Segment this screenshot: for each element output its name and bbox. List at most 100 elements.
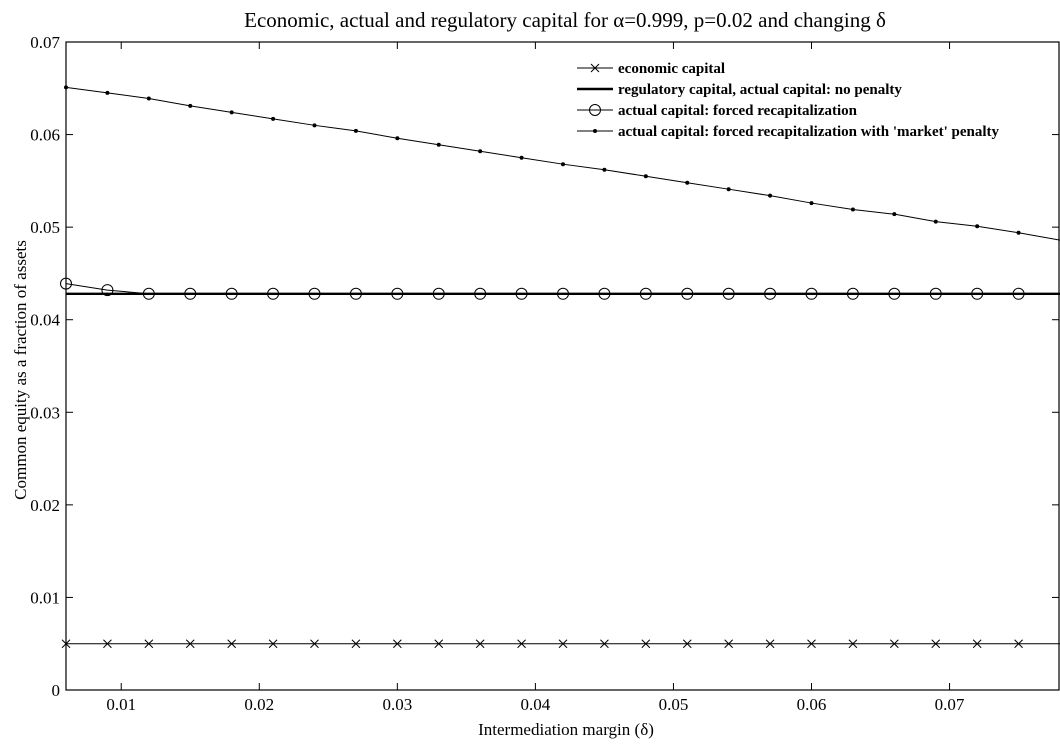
data-point-economic-capital [848,639,858,649]
data-point-actual-capital-forced-recapitalization-with-market-penalty [975,224,980,229]
data-point-economic-capital [103,639,112,649]
data-point-actual-capital-forced-recapitalization [515,287,528,300]
data-point-actual-capital-forced-recapitalization-with-market-penalty [146,96,151,101]
data-point-actual-capital-forced-recapitalization [101,284,114,297]
data-point-actual-capital-forced-recapitalization [267,287,280,300]
x-tick-label: 0.03 [382,695,412,714]
legend-marker [590,63,600,73]
data-point-actual-capital-forced-recapitalization [598,287,611,300]
x-tick-label: 0.07 [935,695,965,714]
data-point-economic-capital [641,639,651,649]
plot-area: 0.01 0.02 0.03 0.04 0.05 0.06 0.07 0 0.01 0.02 0.0… [30,33,1060,714]
data-point-actual-capital-forced-recapitalization-with-market-penalty [519,155,524,160]
data-point-actual-capital-forced-recapitalization-with-market-penalty [685,180,690,185]
data-point-economic-capital [144,639,154,649]
legend-entry: regulatory capital, actual capital: no p… [618,82,902,98]
data-point-economic-capital [517,639,526,649]
data-point-actual-capital-forced-recapitalization-with-market-penalty [850,207,855,212]
data-point-actual-capital-forced-recapitalization [846,287,859,300]
data-point-actual-capital-forced-recapitalization [432,287,445,300]
data-point-actual-capital-forced-recapitalization [1012,287,1025,300]
legend-entry: actual capital: forced recapitalization … [618,124,1000,140]
x-tick-label: 0.02 [244,695,274,714]
x-tick-label: 0.01 [106,695,136,714]
y-tick-label: 0.05 [30,218,60,237]
data-point-economic-capital [682,639,692,649]
y-tick-label: 0.04 [30,311,60,330]
legend-entry: economic capital [618,61,725,77]
data-point-actual-capital-forced-recapitalization-with-market-penalty [768,193,773,198]
data-point-actual-capital-forced-recapitalization [929,287,942,300]
y-tick-label: 0.06 [30,126,60,145]
data-point-actual-capital-forced-recapitalization-with-market-penalty [105,90,110,95]
data-point-actual-capital-forced-recapitalization [722,287,735,300]
series-line-actual-capital-forced-recapitalization [65,283,1060,295]
data-point-actual-capital-forced-recapitalization [764,287,777,300]
data-point-actual-capital-forced-recapitalization-with-market-penalty [809,201,814,206]
legend: economic capital regulatory capital, actu… [577,61,1000,140]
data-point-economic-capital [475,639,485,649]
data-point-actual-capital-forced-recapitalization-with-market-penalty [892,212,897,217]
data-point-actual-capital-forced-recapitalization [971,287,984,300]
data-point-actual-capital-forced-recapitalization [225,287,238,300]
data-point-economic-capital [558,639,568,649]
y-tick-label: 0 [52,681,61,700]
data-point-actual-capital-forced-recapitalization [681,287,694,300]
data-point-economic-capital [61,639,71,649]
data-point-actual-capital-forced-recapitalization-with-market-penalty [395,136,400,141]
data-point-actual-capital-forced-recapitalization-with-market-penalty [933,219,938,224]
data-point-economic-capital [931,639,941,649]
legend-entry: actual capital: forced recapitalization [618,103,858,119]
data-point-actual-capital-forced-recapitalization-with-market-penalty [643,174,648,179]
data-point-actual-capital-forced-recapitalization-with-market-penalty [353,128,358,133]
y-tick-label: 0.03 [30,403,60,422]
data-point-economic-capital [268,639,278,649]
y-tick-label: 0.07 [30,33,60,52]
data-point-actual-capital-forced-recapitalization [888,287,901,300]
data-point-economic-capital [434,639,444,649]
data-point-economic-capital [185,639,195,649]
data-point-actual-capital-forced-recapitalization [805,287,818,300]
y-tick-label: 0.02 [30,496,60,515]
data-point-economic-capital [600,639,609,649]
data-point-actual-capital-forced-recapitalization [60,277,72,290]
data-point-actual-capital-forced-recapitalization [308,287,321,300]
chart-title: Economic, actual and regulatory capital … [244,8,886,32]
legend-marker [589,104,601,116]
data-point-economic-capital [310,639,319,649]
data-point-actual-capital-forced-recapitalization [349,287,362,300]
data-point-actual-capital-forced-recapitalization [474,287,487,300]
data-point-economic-capital [765,639,775,649]
data-point-actual-capital-forced-recapitalization-with-market-penalty [64,85,68,90]
x-tick-label: 0.06 [797,695,827,714]
data-point-economic-capital [392,639,402,649]
legend-marker [593,129,597,133]
data-point-actual-capital-forced-recapitalization-with-market-penalty [602,167,607,172]
data-point-economic-capital [889,639,899,649]
data-point-actual-capital-forced-recapitalization [184,287,197,300]
y-axis-label: Common equity as a fraction of assets [11,240,30,500]
x-tick-label: 0.04 [521,695,551,714]
data-point-actual-capital-forced-recapitalization-with-market-penalty [478,149,483,154]
data-point-economic-capital [351,639,361,649]
plot-frame [65,41,1060,691]
data-point-economic-capital [972,639,982,649]
data-point-actual-capital-forced-recapitalization-with-market-penalty [1016,230,1021,235]
data-point-economic-capital [724,639,734,649]
data-point-actual-capital-forced-recapitalization-with-market-penalty [561,162,565,167]
data-point-economic-capital [807,639,816,649]
data-point-actual-capital-forced-recapitalization-with-market-penalty [312,123,317,128]
data-point-economic-capital [1014,639,1023,649]
data-point-actual-capital-forced-recapitalization-with-market-penalty [436,142,441,147]
data-point-actual-capital-forced-recapitalization [391,287,404,300]
data-point-economic-capital [227,639,237,649]
data-point-actual-capital-forced-recapitalization [639,287,652,300]
data-point-actual-capital-forced-recapitalization-with-market-penalty [726,187,731,192]
data-point-actual-capital-forced-recapitalization [142,287,155,300]
x-axis-label: Intermediation margin (δ) [478,720,654,739]
x-tick-label: 0.05 [659,695,689,714]
data-point-actual-capital-forced-recapitalization-with-market-penalty [271,116,276,121]
data-point-actual-capital-forced-recapitalization-with-market-penalty [229,110,234,115]
